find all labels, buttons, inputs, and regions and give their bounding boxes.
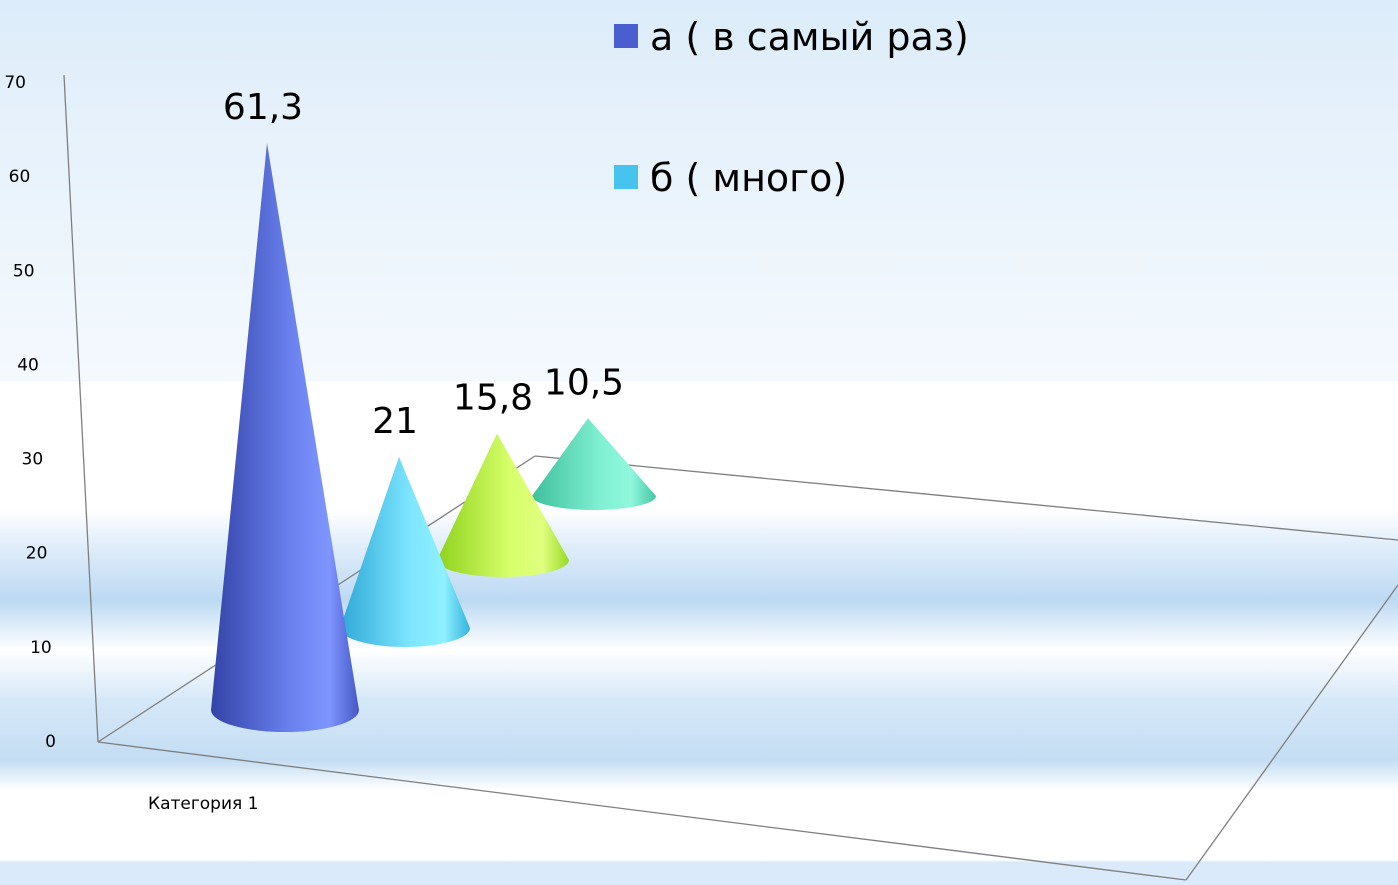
cone-series-3 [437, 433, 569, 577]
floor-back-edge [534, 455, 1398, 541]
y-tick-40: 40 [17, 355, 39, 375]
cone-series-4 [532, 418, 656, 510]
y-tick-20: 20 [26, 544, 48, 564]
y-tick-labels: 0 10 20 30 40 50 60 70 [4, 73, 56, 752]
legend-label-a: а ( в самый раз) [650, 15, 969, 59]
cones [211, 142, 656, 732]
data-label-series-2: 21 [372, 401, 418, 442]
y-tick-50: 50 [13, 261, 35, 281]
cone-series-2 [340, 456, 470, 647]
legend-label-b: б ( много) [650, 156, 847, 200]
legend-swatch-b [614, 165, 638, 189]
y-tick-10: 10 [30, 638, 52, 658]
data-labels: 10,5 15,8 21 61,3 [223, 87, 624, 442]
floor-right-edge [1185, 584, 1398, 881]
y-tick-0: 0 [45, 732, 56, 752]
cone-series-1 [211, 142, 359, 732]
floor-front-edge [97, 741, 1187, 881]
y-tick-60: 60 [9, 167, 31, 187]
data-label-series-4: 10,5 [544, 362, 624, 403]
y-tick-70: 70 [4, 73, 26, 93]
data-label-series-1: 61,3 [223, 87, 303, 128]
y-axis-line [63, 74, 99, 743]
legend-swatch-a [614, 24, 638, 48]
data-label-series-3: 15,8 [453, 378, 533, 419]
y-tick-30: 30 [22, 450, 44, 470]
legend: а ( в самый раз) б ( много) [614, 15, 969, 200]
category-label: Категория 1 [148, 794, 258, 814]
